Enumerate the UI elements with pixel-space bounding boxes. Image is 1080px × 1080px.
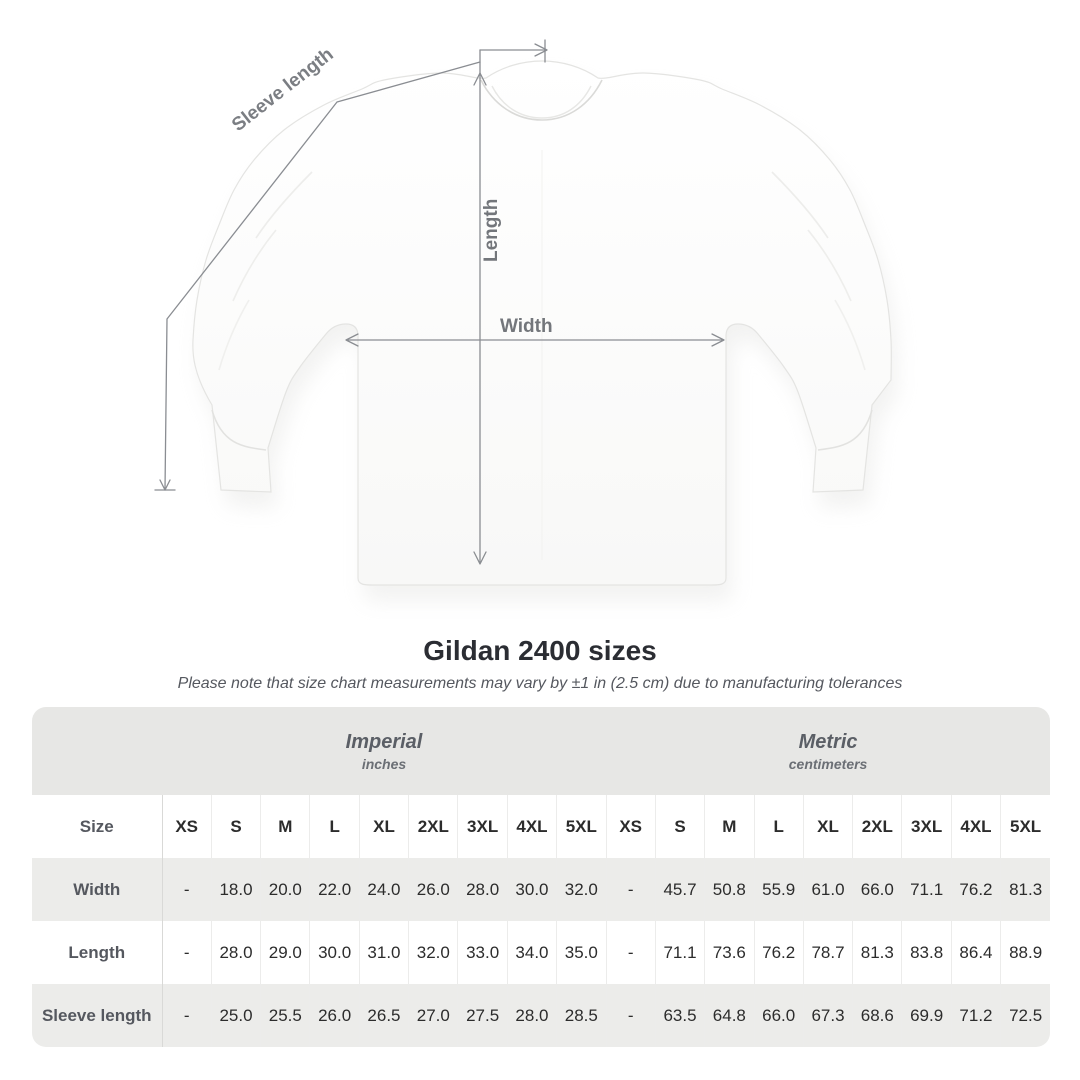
svg-text:Length: Length xyxy=(481,199,502,262)
svg-text:Width: Width xyxy=(500,316,553,337)
